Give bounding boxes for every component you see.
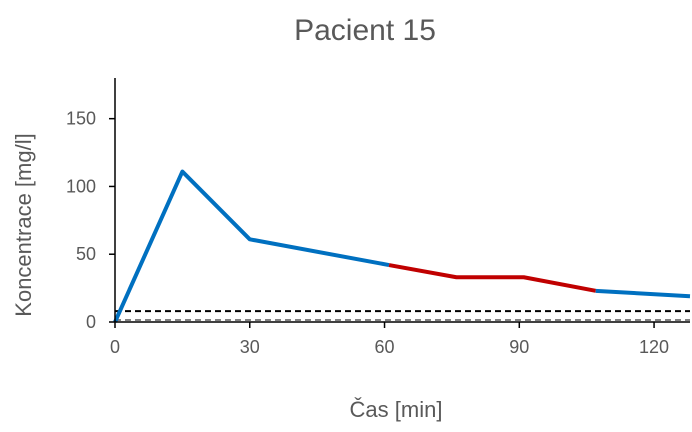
x-tick-label: 90 <box>509 337 529 357</box>
series-line-2 <box>388 263 597 293</box>
series-line-3 <box>595 288 691 299</box>
series-line-1 <box>113 169 390 323</box>
y-tick-label: 50 <box>76 244 96 264</box>
y-tick-label: 150 <box>66 109 96 129</box>
x-axis-ticks: 0 30 60 90 120 <box>110 322 669 357</box>
y-axis-label: Koncentrace [mg/l] <box>11 133 36 316</box>
x-tick-label: 0 <box>110 337 120 357</box>
y-axis-ticks: 0 50 100 150 <box>66 109 115 332</box>
x-tick-label: 60 <box>375 337 395 357</box>
y-tick-label: 0 <box>86 312 96 332</box>
x-tick-label: 120 <box>639 337 669 357</box>
chart-title: Pacient 15 <box>294 14 436 47</box>
plot-area <box>113 169 691 323</box>
x-tick-label: 30 <box>240 337 260 357</box>
x-axis-label: Čas [min] <box>350 397 443 422</box>
y-tick-label: 100 <box>66 176 96 196</box>
